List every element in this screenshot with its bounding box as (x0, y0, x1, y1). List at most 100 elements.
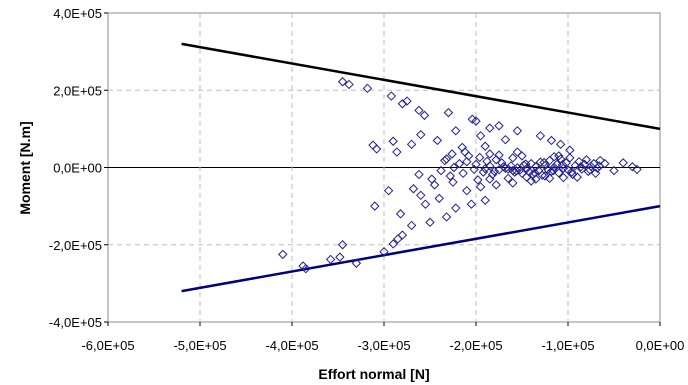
data-point (427, 174, 437, 184)
data-point (555, 139, 566, 150)
data-point (379, 246, 389, 257)
data-point (503, 164, 513, 174)
data-point (508, 153, 518, 163)
data-point (494, 121, 504, 131)
x-tick-label: -2,0E+05 (449, 338, 502, 353)
data-point (478, 167, 489, 177)
x-tick-label: -6,0E+05 (81, 338, 134, 353)
data-point (512, 126, 523, 136)
y-tick-label: -2,0E+05 (49, 238, 102, 253)
data-point (414, 105, 424, 116)
y-axis-ticks: 4,0E+05 2,0E+05 0,0E+00 -2,0E+05 -4,0E+05 (49, 6, 108, 330)
data-point (337, 240, 348, 250)
data-point (471, 116, 481, 126)
data-point (388, 239, 398, 249)
data-point (535, 131, 546, 141)
y-tick-label: -4,0E+05 (49, 315, 102, 330)
data-point (480, 141, 490, 151)
data-point (485, 123, 495, 133)
x-tick-label: -1,0E+05 (541, 338, 594, 353)
data-point (627, 162, 638, 172)
data-point (392, 147, 402, 157)
x-tick-label: -4,0E+05 (265, 338, 318, 353)
data-point (475, 131, 486, 141)
data-point (540, 171, 550, 181)
data-point (451, 126, 461, 136)
data-point (530, 168, 540, 178)
data-point (474, 152, 485, 163)
data-point (440, 155, 450, 166)
data-point (371, 144, 382, 154)
data-point (406, 139, 417, 150)
data-point (489, 166, 500, 177)
data-point (301, 263, 311, 274)
data-point (546, 166, 557, 177)
data-point (592, 163, 603, 173)
data-point (506, 161, 516, 171)
envelope-lines (181, 42, 661, 293)
data-point (521, 172, 532, 182)
data-point (416, 129, 426, 140)
data-point (557, 160, 568, 170)
data-point (480, 195, 490, 206)
y-tick-label: 2,0E+05 (53, 83, 102, 98)
data-point (383, 185, 394, 196)
data-point (395, 209, 406, 219)
data-point (574, 156, 584, 167)
data-point (512, 147, 523, 157)
data-point (585, 165, 595, 175)
data-point (449, 162, 459, 173)
data-point (445, 171, 455, 181)
data-point (520, 159, 531, 169)
data-point (576, 162, 586, 172)
data-point (388, 136, 398, 146)
data-point (408, 184, 419, 194)
data-point (337, 77, 348, 87)
data-point (278, 249, 288, 260)
y-tick-label: 4,0E+05 (53, 6, 102, 21)
data-point (500, 134, 511, 145)
data-point (344, 79, 354, 90)
data-point (425, 217, 435, 228)
upper-envelope-line (181, 42, 661, 131)
data-point (491, 180, 501, 190)
data-points (278, 77, 642, 274)
data-point (535, 157, 546, 167)
data-point (414, 169, 424, 180)
x-tick-label: -3,0E+05 (357, 338, 410, 353)
data-point (482, 156, 492, 167)
data-point (471, 159, 481, 170)
data-point (508, 178, 518, 188)
data-point (370, 201, 380, 211)
data-point (432, 135, 443, 146)
data-point (335, 252, 345, 262)
data-point (462, 185, 472, 196)
data-point (595, 155, 605, 166)
data-point (618, 158, 628, 168)
data-point (419, 110, 430, 121)
data-point (406, 220, 417, 231)
data-point (454, 158, 465, 169)
data-point (441, 212, 452, 222)
data-point (436, 165, 446, 176)
data-point (386, 91, 397, 101)
data-point (448, 177, 458, 187)
data-point (469, 164, 479, 175)
x-tick-label: 0,0E+00 (636, 338, 685, 353)
y-axis-label: Moment [N.m] (17, 121, 33, 214)
data-point (447, 149, 457, 159)
data-point (546, 135, 557, 146)
data-point (531, 174, 541, 184)
x-axis-ticks: -6,0E+05 -5,0E+05 -4,0E+05 -3,0E+05 -2,0E+05… (81, 322, 684, 353)
data-point (325, 254, 336, 265)
data-point (434, 193, 444, 204)
data-point (566, 167, 577, 177)
data-point (475, 182, 486, 192)
data-point (443, 107, 454, 118)
data-point (586, 161, 596, 172)
data-point (503, 173, 513, 184)
data-point (549, 162, 559, 173)
data-point (531, 162, 541, 172)
data-point (402, 96, 412, 106)
